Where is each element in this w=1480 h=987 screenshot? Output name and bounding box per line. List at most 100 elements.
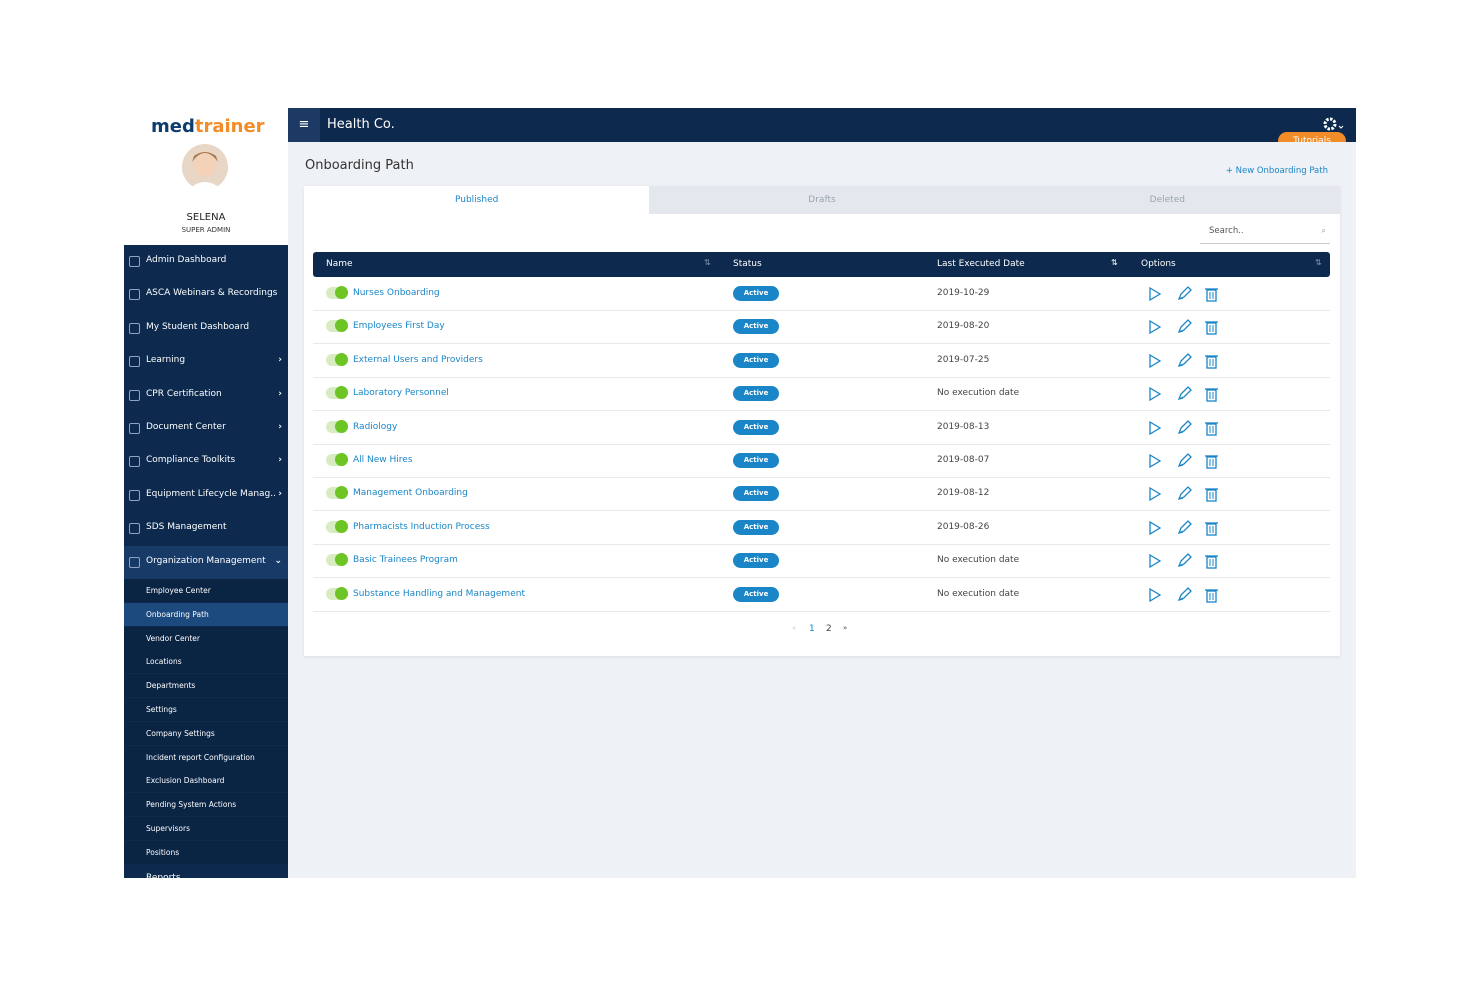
- path-name[interactable]: Pharmacists Induction Process: [353, 521, 490, 532]
- status-badge: Active: [733, 319, 779, 335]
- submenu-item[interactable]: Settings: [124, 698, 288, 721]
- row-actions: [1149, 286, 1218, 302]
- column-header: Options: [1141, 259, 1176, 269]
- page-link[interactable]: »: [843, 624, 848, 632]
- path-name[interactable]: External Users and Providers: [353, 354, 483, 365]
- toggle[interactable]: [326, 486, 348, 500]
- top-bar: ≡ Health Co. Tutorials: [288, 108, 1356, 150]
- row-actions: [1149, 319, 1218, 336]
- submenu-item[interactable]: Employee Center: [124, 579, 288, 602]
- toggle[interactable]: [326, 386, 348, 400]
- column-header: Last Executed Date: [937, 259, 1025, 269]
- menu-label: Admin Dashboard: [146, 255, 227, 265]
- row-actions: [1149, 586, 1218, 603]
- toggle[interactable]: [326, 319, 348, 333]
- submenu-item[interactable]: Supervisors: [124, 817, 288, 840]
- chevron: ›: [278, 488, 282, 499]
- row-actions: [1149, 553, 1218, 569]
- toggle-knob: [335, 286, 348, 299]
- table-row: External Users and Providers Active 2019-0…: [313, 344, 1330, 378]
- toggle-knob: [335, 386, 348, 400]
- submenu-item[interactable]: Exclusion Dashboard: [124, 769, 288, 793]
- tab[interactable]: Published: [304, 186, 650, 214]
- sort-icon: ⇅: [1315, 258, 1322, 267]
- menu-label: CPR Certification: [146, 388, 222, 399]
- menu-label: SDS Management: [146, 522, 227, 533]
- submenu-item[interactable]: Locations: [124, 650, 288, 674]
- menu-icon: [129, 456, 140, 468]
- table-header: Name ⇅ Status ⇅ Last Executed Date ⇅ Options: [313, 252, 1330, 277]
- menu-item[interactable]: CPR Certification ›: [124, 379, 288, 412]
- menu-label: ASCA Webinars & Recordings: [146, 288, 278, 299]
- path-name[interactable]: Laboratory Personnel: [353, 388, 449, 399]
- path-name[interactable]: Basic Trainees Program: [353, 555, 458, 566]
- menu-item[interactable]: Document Center ›: [124, 412, 288, 445]
- status-badge: Active: [733, 419, 779, 435]
- tab[interactable]: Drafts: [649, 186, 995, 214]
- last-executed: 2019-10-29: [937, 288, 990, 298]
- menu-item[interactable]: Admin Dashboard: [124, 245, 288, 278]
- menu-item[interactable]: Reports: [124, 867, 288, 878]
- menu-item[interactable]: ASCA Webinars & Recordings: [124, 278, 288, 311]
- submenu-label: Locations: [146, 657, 182, 667]
- menu-icon: [129, 389, 140, 401]
- toggle[interactable]: [326, 553, 348, 567]
- toggle[interactable]: [326, 352, 348, 366]
- toggle[interactable]: [326, 453, 348, 466]
- table-row: Employees First Day Active 2019-08-20: [313, 310, 1330, 345]
- submenu-item[interactable]: Company Settings: [124, 721, 288, 745]
- column-header: Status: [733, 259, 762, 269]
- submenu-item[interactable]: Incident report Configuration: [124, 745, 288, 769]
- logo-part: med: [151, 116, 195, 137]
- page-link[interactable]: 2: [826, 624, 832, 634]
- submenu-label: Settings: [146, 705, 177, 714]
- toggle[interactable]: [326, 286, 348, 299]
- row-actions: [1149, 419, 1218, 436]
- last-executed: 2019-08-20: [937, 321, 990, 332]
- menu-label: My Student Dashboard: [146, 321, 250, 332]
- menu-icon: [129, 289, 140, 301]
- path-name[interactable]: Nurses Onboarding: [353, 288, 440, 298]
- path-name[interactable]: Management Onboarding: [353, 488, 468, 499]
- sort-icon: ⇅: [1111, 258, 1118, 267]
- path-name[interactable]: All New Hires: [353, 455, 413, 465]
- hamburger[interactable]: ≡: [288, 108, 320, 142]
- menu-item[interactable]: My Student Dashboard: [124, 312, 288, 345]
- options: [1147, 519, 1237, 539]
- last-executed: 2019-07-25: [937, 354, 990, 365]
- table-row: Management Onboarding Active 2019-08-12: [313, 477, 1330, 512]
- submenu-item[interactable]: Vendor Center: [124, 626, 288, 650]
- menu-icon: [129, 356, 140, 368]
- menu-item[interactable]: SDS Management: [124, 512, 288, 545]
- menu-item[interactable]: Compliance Toolkits ›: [124, 445, 288, 478]
- tab[interactable]: Deleted: [994, 186, 1340, 214]
- path-name[interactable]: Employees First Day: [353, 321, 445, 332]
- last-executed: 2019-08-07: [937, 455, 990, 465]
- last-executed: No execution date: [937, 388, 1020, 399]
- path-name[interactable]: Substance Handling and Management: [353, 588, 525, 599]
- path-name[interactable]: Radiology: [353, 421, 398, 432]
- menu-item[interactable]: Equipment Lifecycle Manag.. ›: [124, 479, 288, 512]
- page-link[interactable]: 1: [809, 624, 815, 634]
- menu-item[interactable]: Learning ›: [124, 345, 288, 378]
- last-executed: No execution date: [937, 588, 1020, 599]
- page-link[interactable]: «: [792, 624, 797, 632]
- table-row: Pharmacists Induction Process Active 2019-…: [313, 511, 1330, 545]
- menu-item[interactable]: Organization Management ⌄: [124, 545, 288, 579]
- submenu-item[interactable]: Positions: [124, 840, 288, 864]
- submenu-label: Pending System Actions: [146, 800, 237, 810]
- settings-icon[interactable]: [1321, 115, 1345, 133]
- status-badge: Active: [733, 286, 779, 301]
- submenu-item[interactable]: Departments: [124, 674, 288, 698]
- status-badge: Active: [733, 519, 779, 535]
- toggle[interactable]: [326, 586, 348, 600]
- toggle[interactable]: [326, 519, 348, 533]
- menu-label: Reports: [146, 873, 181, 878]
- submenu-item[interactable]: Onboarding Path: [124, 602, 288, 626]
- toggle[interactable]: [326, 419, 348, 433]
- new-button[interactable]: + New Onboarding Path: [1225, 166, 1328, 176]
- submenu-item[interactable]: Pending System Actions: [124, 793, 288, 817]
- company-name: Health Co.: [327, 117, 395, 132]
- menu-icon: [129, 489, 140, 501]
- search-input[interactable]: Search.. ⌕: [1200, 226, 1330, 244]
